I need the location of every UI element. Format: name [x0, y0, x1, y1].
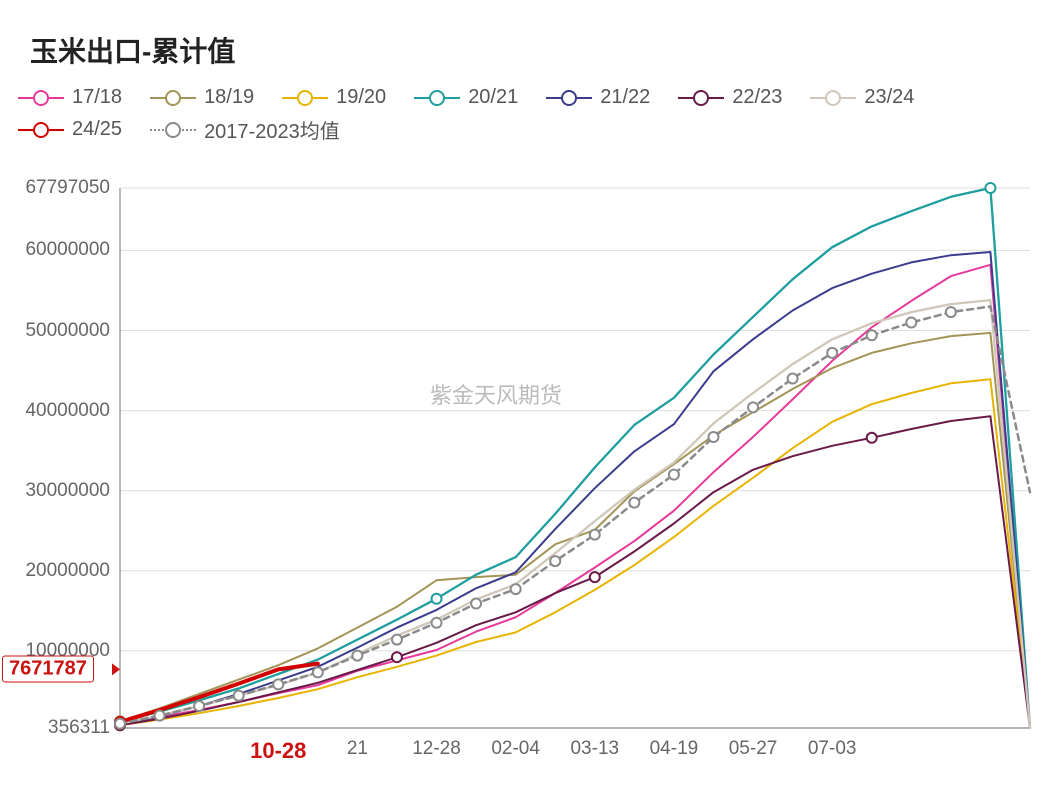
x-tick-label: 02-04	[491, 738, 540, 760]
series-18-19	[120, 333, 1030, 728]
x-tick-label: 03-13	[570, 738, 619, 760]
legend-swatch	[282, 88, 328, 108]
legend-label: 22/23	[732, 86, 782, 109]
legend-label: 23/24	[864, 86, 914, 109]
series-2017-2023均值	[120, 307, 1030, 724]
x-tick-label: 12-28	[412, 738, 461, 760]
legend-swatch	[18, 88, 64, 108]
chart-area: 紫金天风期货 356311100000002000000030000000400…	[0, 178, 1056, 778]
chart-root: 玉米出口-累计值 17/18 18/19 19/20 20/21 21/22 22/23 2…	[0, 0, 1056, 800]
legend: 17/18 18/19 19/20 20/21 21/22 22/23 23/24 24/2…	[18, 86, 1038, 150]
legend-item-23-24[interactable]: 23/24	[810, 86, 914, 109]
series-17-18	[120, 265, 1030, 728]
y-tick-label: 40000000	[0, 400, 110, 422]
legend-label: 17/18	[72, 86, 122, 109]
legend-item-2017-2023均值[interactable]: 2017-2023均值	[150, 115, 340, 144]
legend-item-21-22[interactable]: 21/22	[546, 86, 650, 109]
y-tick-label: 67797050	[0, 177, 110, 199]
x-tick-label: 04-19	[650, 738, 699, 760]
y-tick-label: 60000000	[0, 239, 110, 261]
legend-item-20-21[interactable]: 20/21	[414, 86, 518, 109]
legend-swatch	[150, 120, 196, 140]
legend-label: 20/21	[468, 86, 518, 109]
series-23-24	[120, 300, 1030, 728]
legend-label: 21/22	[600, 86, 650, 109]
y-tick-label: 356311	[0, 717, 110, 739]
legend-row-1: 17/18 18/19 19/20 20/21 21/22 22/23 23/24	[18, 86, 1038, 115]
legend-swatch	[546, 88, 592, 108]
x-highlight-label: 10-28	[250, 738, 306, 764]
y-tick-label: 20000000	[0, 560, 110, 582]
legend-item-22-23[interactable]: 22/23	[678, 86, 782, 109]
legend-label: 18/19	[204, 86, 254, 109]
y-tick-label: 50000000	[0, 320, 110, 342]
legend-label: 2017-2023均值	[204, 115, 340, 144]
legend-item-17-18[interactable]: 17/18	[18, 86, 122, 109]
series-20-21	[120, 188, 1030, 728]
legend-swatch	[414, 88, 460, 108]
page-title: 玉米出口-累计值	[30, 30, 235, 70]
x-tick-label: 07-03	[808, 738, 857, 760]
x-tick-label: 21	[347, 738, 368, 760]
chart-svg	[0, 178, 1056, 778]
legend-label: 24/25	[72, 118, 122, 141]
y-highlight-label: 7671787	[2, 656, 94, 683]
y-tick-label: 30000000	[0, 480, 110, 502]
legend-row-2: 24/25 2017-2023均值	[18, 115, 1038, 150]
legend-item-24-25[interactable]: 24/25	[18, 115, 122, 144]
legend-item-18-19[interactable]: 18/19	[150, 86, 254, 109]
legend-item-19-20[interactable]: 19/20	[282, 86, 386, 109]
legend-swatch	[18, 120, 64, 140]
legend-label: 19/20	[336, 86, 386, 109]
legend-swatch	[150, 88, 196, 108]
x-tick-label: 05-27	[729, 738, 778, 760]
legend-swatch	[810, 88, 856, 108]
legend-swatch	[678, 88, 724, 108]
series-24-25	[120, 664, 318, 722]
